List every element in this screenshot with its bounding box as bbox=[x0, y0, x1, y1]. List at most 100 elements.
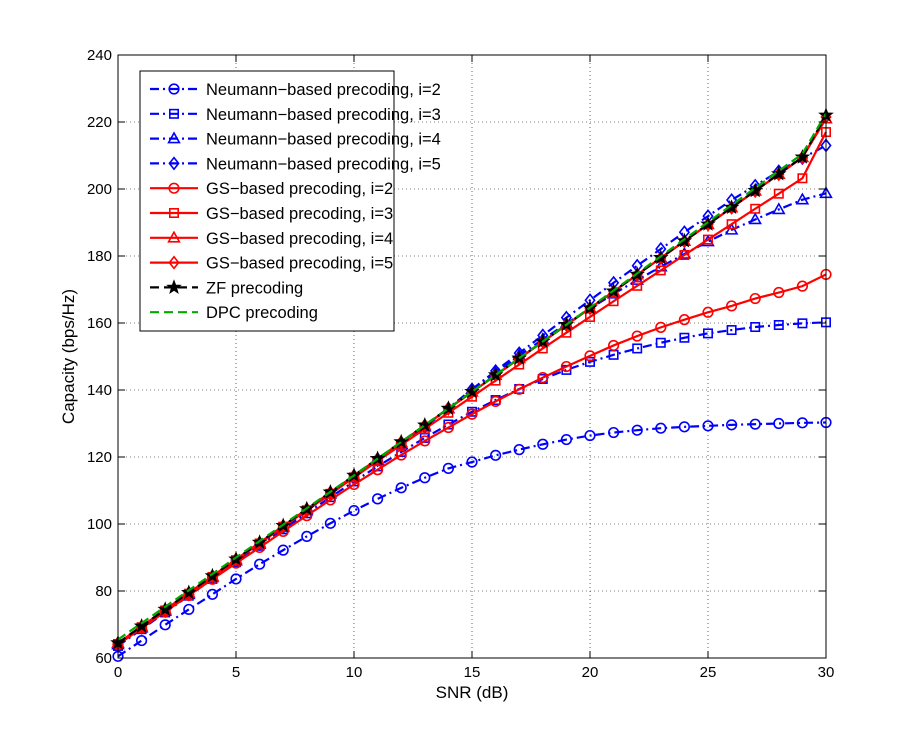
data-point bbox=[796, 280, 809, 292]
data-point bbox=[748, 212, 762, 225]
data-point bbox=[584, 429, 596, 442]
x-tick-label: 10 bbox=[346, 664, 363, 681]
data-point bbox=[277, 544, 289, 556]
data-point bbox=[254, 558, 266, 570]
y-tick-label: 180 bbox=[87, 248, 112, 265]
data-point bbox=[773, 286, 785, 299]
data-point bbox=[773, 320, 784, 331]
plot-series bbox=[110, 107, 834, 662]
y-axis-label: Capacity (bps/Hz) bbox=[59, 289, 78, 424]
series-line bbox=[117, 113, 827, 641]
data-point bbox=[204, 567, 221, 583]
data-point bbox=[723, 199, 740, 215]
data-point bbox=[181, 584, 197, 600]
legend-marker bbox=[168, 255, 180, 270]
legend-label: GS−based precoding, i=4 bbox=[206, 230, 393, 248]
data-point bbox=[771, 165, 787, 181]
data-point bbox=[301, 530, 313, 542]
y-tick-label: 160 bbox=[87, 315, 112, 332]
legend-entry: Neumann−based precoding, i=4 bbox=[150, 131, 441, 149]
data-point bbox=[133, 618, 150, 633]
data-point bbox=[797, 318, 808, 329]
data-point bbox=[655, 265, 666, 276]
data-point bbox=[513, 444, 525, 456]
y-tick-label: 220 bbox=[87, 114, 112, 131]
y-tick-label: 100 bbox=[87, 516, 112, 533]
legend-label: DPC precoding bbox=[206, 304, 318, 322]
data-point bbox=[702, 306, 714, 318]
x-axis-label: SNR (dB) bbox=[436, 683, 509, 702]
data-point bbox=[702, 328, 713, 339]
data-point bbox=[607, 339, 620, 352]
data-point bbox=[794, 149, 811, 164]
data-point bbox=[560, 433, 573, 446]
data-point bbox=[679, 249, 690, 260]
legend-marker bbox=[168, 156, 180, 171]
data-point bbox=[725, 300, 738, 312]
y-tick-label: 60 bbox=[95, 650, 112, 667]
legend: Neumann−based precoding, i=2 Neumann−base… bbox=[139, 70, 441, 332]
data-point bbox=[560, 360, 573, 373]
legend-label: Neumann−based precoding, i=4 bbox=[206, 131, 441, 149]
data-point bbox=[395, 482, 407, 494]
legend-label: Neumann−based precoding, i=5 bbox=[206, 155, 441, 173]
x-tick-label: 5 bbox=[232, 664, 240, 681]
legend-entry: Neumann−based precoding, i=3 bbox=[150, 106, 441, 124]
data-point bbox=[584, 350, 596, 362]
data-point bbox=[749, 418, 761, 430]
data-point bbox=[466, 408, 478, 420]
x-tick-label: 15 bbox=[464, 664, 481, 681]
data-point bbox=[206, 588, 218, 600]
data-point bbox=[442, 462, 455, 474]
data-point bbox=[655, 422, 667, 434]
legend-label: GS−based precoding, i=2 bbox=[206, 180, 393, 198]
data-point bbox=[750, 322, 761, 333]
data-point bbox=[631, 330, 643, 342]
data-point bbox=[372, 493, 384, 505]
x-tick-label: 30 bbox=[818, 664, 835, 681]
data-point bbox=[750, 203, 761, 214]
data-point bbox=[419, 435, 431, 447]
legend-label: Neumann−based precoding, i=2 bbox=[206, 81, 441, 99]
data-point bbox=[513, 383, 525, 395]
legend-label: ZF precoding bbox=[206, 279, 303, 297]
data-point bbox=[773, 188, 784, 199]
data-point bbox=[632, 343, 643, 354]
data-point bbox=[795, 192, 810, 205]
data-point bbox=[348, 505, 360, 517]
legend-label: GS−based precoding, i=3 bbox=[206, 205, 393, 223]
y-tick-label: 80 bbox=[95, 583, 112, 600]
data-point bbox=[702, 420, 714, 432]
series-line bbox=[117, 321, 827, 647]
data-point bbox=[678, 421, 691, 433]
axis-ticks: 0 5 10 15 20 25 30 60 80 100 120 140 160 180 200 220 240 bbox=[87, 47, 834, 681]
data-point bbox=[726, 219, 737, 230]
data-point bbox=[679, 332, 690, 343]
x-tick-label: 0 bbox=[114, 664, 122, 681]
series-line bbox=[117, 421, 827, 658]
data-point bbox=[490, 449, 502, 461]
data-point bbox=[466, 456, 478, 468]
data-point bbox=[678, 314, 691, 326]
legend-marker bbox=[168, 83, 180, 95]
legend-marker bbox=[167, 230, 181, 243]
data-point bbox=[157, 601, 173, 617]
data-point bbox=[631, 424, 643, 436]
y-tick-label: 140 bbox=[87, 382, 112, 399]
data-point bbox=[726, 325, 737, 336]
legend-entry: GS−based precoding, i=3 bbox=[150, 205, 393, 223]
data-point bbox=[725, 419, 738, 431]
y-tick-label: 200 bbox=[87, 181, 112, 198]
legend-label: Neumann−based precoding, i=3 bbox=[206, 106, 441, 124]
data-point bbox=[655, 321, 667, 333]
data-point bbox=[419, 472, 431, 484]
data-point bbox=[772, 202, 786, 215]
legend-marker bbox=[169, 108, 180, 119]
x-tick-label: 25 bbox=[700, 664, 717, 681]
data-point bbox=[584, 356, 595, 367]
legend-marker bbox=[169, 208, 180, 219]
series-neumann-based-precoding-i-2 bbox=[112, 416, 832, 662]
legend-entry: Neumann−based precoding, i=2 bbox=[150, 81, 441, 99]
legend-entry: GS−based precoding, i=4 bbox=[150, 230, 393, 248]
